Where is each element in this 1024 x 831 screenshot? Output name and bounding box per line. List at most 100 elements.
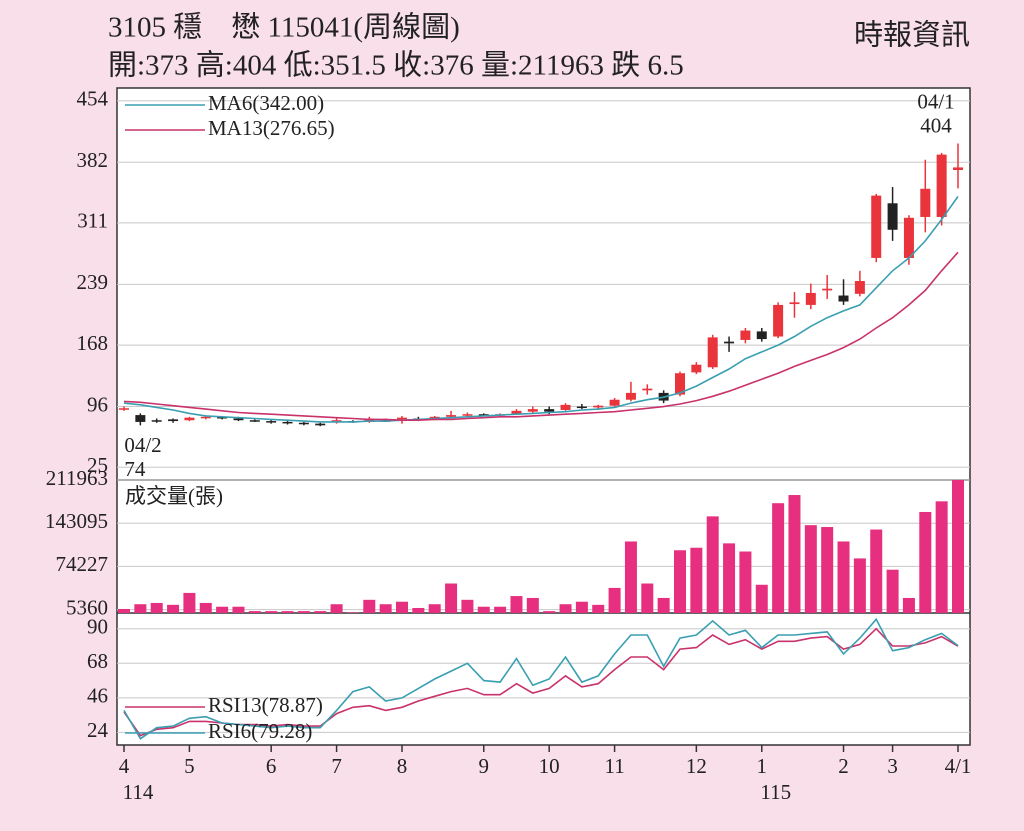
volume-bar bbox=[183, 592, 196, 613]
y-tick-label: 5360 bbox=[66, 595, 108, 619]
volume-bar bbox=[641, 583, 654, 613]
y-tick-label: 68 bbox=[87, 649, 108, 673]
candle-body bbox=[871, 195, 882, 258]
volume-bar bbox=[723, 543, 736, 613]
candle-body bbox=[200, 416, 211, 419]
x-tick-label: 9 bbox=[479, 754, 490, 778]
y-tick-label: 382 bbox=[77, 148, 109, 172]
volume-bar bbox=[477, 606, 490, 613]
x-tick-label: 1 bbox=[757, 754, 768, 778]
volume-bar bbox=[674, 550, 686, 613]
candle-body bbox=[527, 409, 538, 412]
candle-body bbox=[838, 295, 849, 302]
legend-label: RSI13(78.87) bbox=[208, 693, 323, 717]
volume-bar bbox=[314, 611, 327, 613]
volume-bar bbox=[363, 599, 376, 613]
candle-body bbox=[773, 304, 784, 337]
candle-body bbox=[822, 288, 833, 291]
y-tick-label: 168 bbox=[77, 331, 109, 355]
volume-bar bbox=[379, 604, 392, 613]
volume-bar bbox=[412, 607, 425, 613]
candle-body bbox=[724, 341, 735, 344]
candle-body bbox=[233, 418, 244, 421]
candle-body bbox=[331, 420, 342, 422]
candle-body bbox=[298, 422, 309, 425]
candle-body bbox=[740, 330, 751, 340]
candle-body bbox=[478, 414, 489, 416]
legend-label: RSI6(79.28) bbox=[208, 719, 312, 743]
volume-bar bbox=[118, 608, 130, 613]
volume-bar bbox=[821, 527, 834, 613]
y-tick-label: 74227 bbox=[56, 552, 109, 576]
candle-body bbox=[282, 421, 293, 424]
y-tick-label: 24 bbox=[87, 718, 109, 742]
legend-label: MA6(342.00) bbox=[208, 91, 324, 115]
x-tick-label: 7 bbox=[331, 754, 342, 778]
y-tick-label: 96 bbox=[87, 392, 108, 416]
candle-body bbox=[903, 217, 914, 258]
x-tick-label: 4 bbox=[119, 754, 130, 778]
annotation-date: 04/2 bbox=[124, 433, 161, 457]
candle-body bbox=[576, 406, 587, 409]
volume-bar bbox=[706, 516, 719, 613]
candle-body bbox=[119, 408, 129, 410]
plot-area bbox=[116, 87, 971, 746]
volume-bar bbox=[739, 551, 752, 613]
candle-body bbox=[168, 419, 179, 422]
candle-body bbox=[593, 405, 604, 408]
volume-bar bbox=[886, 569, 899, 613]
y-tick-label: 239 bbox=[77, 270, 109, 294]
volume-bar bbox=[510, 596, 523, 613]
candle-body bbox=[446, 415, 457, 417]
volume-bar bbox=[494, 606, 507, 613]
candle-body bbox=[707, 337, 718, 368]
candle-body bbox=[936, 154, 947, 217]
y-tick-label: 211963 bbox=[46, 466, 108, 490]
volume-bar bbox=[330, 604, 343, 613]
candle-body bbox=[135, 415, 146, 422]
candle-body bbox=[249, 420, 260, 422]
source: 時報資訊 bbox=[854, 19, 970, 52]
candle-body bbox=[151, 420, 162, 422]
candle-body bbox=[691, 364, 702, 373]
volume-bar bbox=[755, 584, 768, 613]
volume-bar bbox=[232, 606, 245, 613]
rsi-line bbox=[123, 617, 959, 740]
candle-body bbox=[854, 281, 865, 294]
candle-body bbox=[397, 417, 407, 420]
candle-body bbox=[511, 410, 522, 415]
chart-title: 3105 穩 懋 115041(周線圖) bbox=[108, 11, 460, 44]
y-tick-label: 454 bbox=[77, 87, 109, 111]
candle-body bbox=[315, 423, 326, 426]
volume-bar bbox=[952, 480, 964, 613]
volume-bar bbox=[445, 583, 458, 613]
y-tick-label: 311 bbox=[77, 209, 108, 233]
volume-bar bbox=[297, 611, 310, 613]
volume-bar bbox=[657, 597, 670, 613]
volume-bar bbox=[265, 611, 278, 613]
volume-bar bbox=[624, 541, 637, 613]
ma-line bbox=[123, 196, 959, 423]
candle-body bbox=[560, 404, 571, 410]
candle-body bbox=[642, 388, 653, 391]
panel-title: 成交量(張) bbox=[125, 484, 223, 508]
x-year-label: 114 bbox=[123, 780, 154, 804]
y-tick-label: 46 bbox=[87, 684, 108, 708]
y-tick-label: 143095 bbox=[45, 509, 108, 533]
volume-bar bbox=[461, 599, 474, 613]
volume-bar bbox=[543, 611, 556, 613]
candle-body bbox=[756, 331, 767, 340]
x-tick-label: 8 bbox=[397, 754, 408, 778]
volume-bar bbox=[396, 601, 408, 613]
x-year-label: 115 bbox=[760, 780, 791, 804]
candle-body bbox=[609, 399, 620, 406]
annotation-value: 404 bbox=[920, 113, 952, 137]
x-tick-label: 5 bbox=[184, 754, 195, 778]
candle-body bbox=[364, 418, 375, 422]
candle-body bbox=[429, 416, 440, 419]
rsi-line bbox=[123, 627, 959, 737]
volume-bar bbox=[199, 602, 212, 613]
volume-bar bbox=[853, 558, 866, 613]
x-tick-label: 6 bbox=[266, 754, 277, 778]
